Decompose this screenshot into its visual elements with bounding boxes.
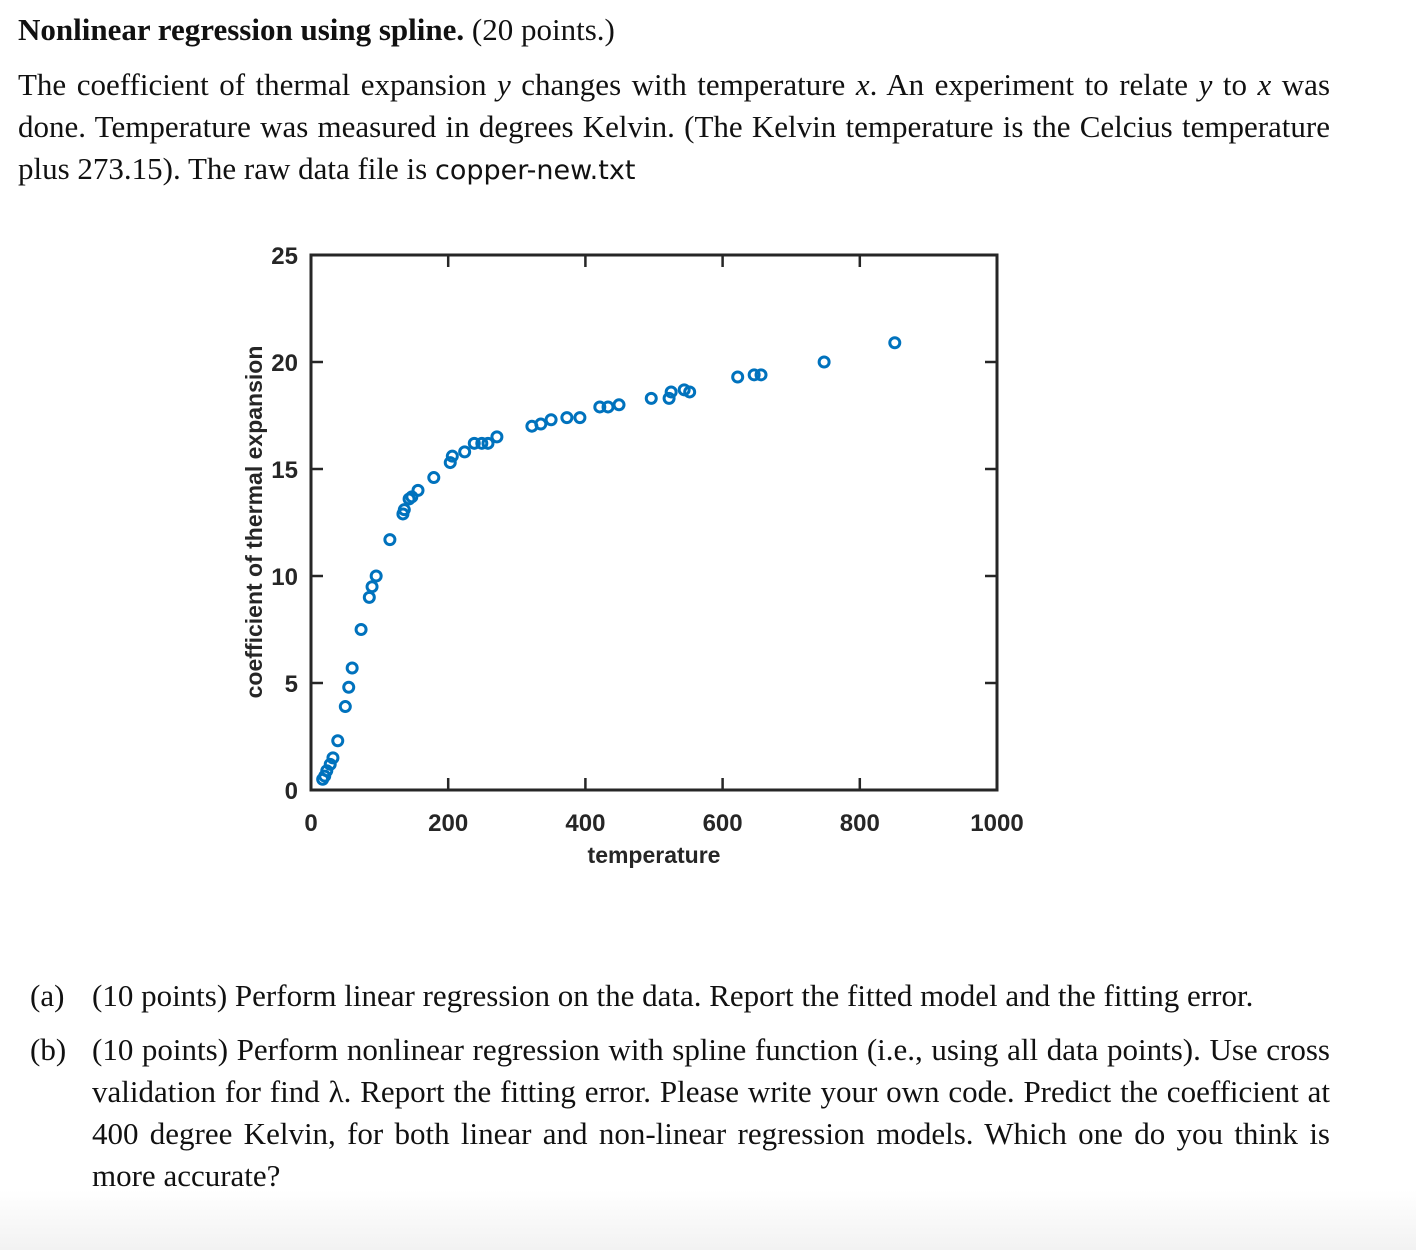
problem-intro: The coefficient of thermal expansion y c… (18, 64, 1330, 192)
data-point-marker (662, 391, 676, 405)
data-point-marker (362, 590, 376, 604)
x-tick-label: 1000 (970, 810, 1023, 837)
data-point-marker (544, 413, 558, 427)
question-text: (10 points) Perform nonlinear regression… (92, 1032, 1330, 1193)
data-point-marker (573, 411, 587, 425)
data-point-marker (354, 623, 368, 636)
question-a: (a) (10 points) Perform linear regressio… (30, 975, 1330, 1017)
y-tick-label: 25 (271, 243, 298, 270)
intro-text: to (1212, 67, 1258, 102)
math-var-x: x (1257, 67, 1272, 102)
data-point-marker (445, 449, 459, 463)
data-point-marker (326, 751, 340, 765)
data-point-marker (534, 417, 548, 431)
problem-title: Nonlinear regression using spline. (18, 12, 465, 47)
data-point-marker (664, 385, 678, 399)
data-point-marker (427, 471, 441, 485)
intro-text: The coefficient of thermal expansion (18, 67, 497, 102)
data-point-marker (369, 569, 383, 583)
problem-points: (20 points.) (471, 12, 615, 47)
data-point-marker (817, 355, 831, 369)
data-point-marker (475, 436, 489, 450)
data-point-marker (888, 336, 902, 350)
data-point-marker (644, 391, 658, 405)
y-tick-label: 5 (285, 671, 298, 698)
x-tick-label: 200 (428, 810, 468, 837)
plot-frame (309, 253, 999, 792)
data-point-marker (342, 680, 356, 694)
y-tick-label: 20 (271, 350, 298, 377)
data-point-marker (683, 385, 697, 399)
x-tick-label: 600 (703, 810, 743, 837)
data-point-marker (331, 734, 345, 748)
x-tick-label: 0 (304, 810, 317, 837)
data-point-marker (481, 436, 495, 450)
data-point-marker (383, 533, 397, 547)
problem-heading: Nonlinear regression using spline. (20 p… (18, 10, 615, 50)
question-label: (a) (30, 978, 65, 1013)
x-axis-label: temperature (588, 842, 721, 868)
data-point-marker (323, 757, 337, 771)
math-var-y: y (1198, 67, 1213, 102)
question-list: (a) (10 points) Perform linear regressio… (30, 975, 1330, 1209)
y-tick-label: 15 (271, 457, 298, 484)
y-tick-label: 0 (285, 778, 298, 805)
data-point-marker (443, 456, 457, 470)
x-tick-label: 800 (840, 810, 880, 837)
y-tick-label: 10 (271, 564, 298, 591)
data-point-marker (338, 700, 352, 714)
data-point-marker (365, 580, 379, 594)
data-point-marker (601, 400, 615, 414)
math-var-y: y (497, 67, 511, 102)
math-var-x: x (855, 67, 870, 102)
data-point-marker (612, 398, 626, 412)
y-axis-label: coefficient of thermal expansion (241, 346, 267, 699)
question-label: (b) (30, 1032, 67, 1067)
data-point-marker (345, 661, 359, 675)
data-point-marker (490, 430, 504, 444)
data-point-marker (411, 483, 425, 497)
data-point-marker (593, 400, 607, 414)
data-point-marker (754, 368, 768, 382)
data-points (316, 336, 902, 786)
data-filename: copper-new.txt (434, 155, 636, 186)
data-point-marker (731, 370, 745, 384)
x-tick-label: 400 (565, 810, 605, 837)
data-point-marker (467, 436, 481, 450)
intro-text: . An experiment to relate (869, 67, 1199, 102)
axis-tick-labels: 0 200 400 600 800 1000 0 5 10 15 20 25 (271, 243, 1023, 837)
data-point-marker (458, 445, 472, 459)
scatter-plot: 0 200 400 600 800 1000 0 5 10 15 20 25 temperature … (220, 235, 1060, 885)
intro-text: changes with temperature (510, 67, 856, 102)
data-point-marker (747, 368, 761, 382)
question-text: (10 points) Perform linear regression on… (92, 978, 1254, 1013)
axis-ticks (309, 253, 999, 792)
data-point-marker (560, 411, 574, 425)
data-point-marker (397, 503, 411, 517)
question-b: (b) (10 points) Perform nonlinear regres… (30, 1029, 1330, 1197)
intro-text: was done. Temperature was measured in de… (18, 67, 1331, 186)
